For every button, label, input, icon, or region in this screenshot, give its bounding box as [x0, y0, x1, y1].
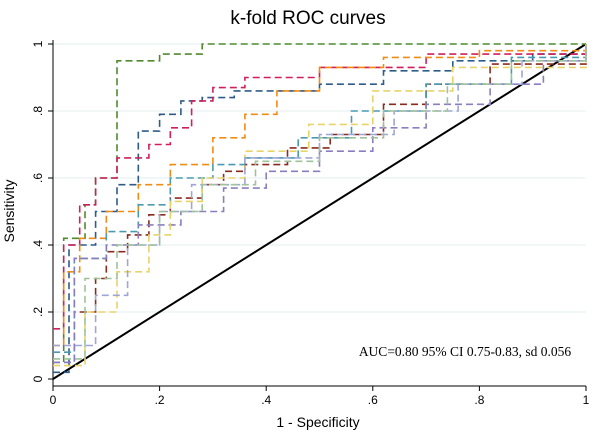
x-tick-label-5: 1 — [583, 393, 590, 407]
y-tick-label-0: 0 — [31, 375, 45, 382]
x-axis-label: 1 - Specificity — [276, 414, 359, 430]
reference-layer — [52, 43, 587, 380]
roc-curve-10 — [53, 44, 587, 360]
y-tick-label-5: 1 — [31, 40, 45, 47]
y-tick-label-2: .4 — [31, 240, 45, 250]
x-tick-label-0: 0 — [50, 393, 57, 407]
roc-curve-8 — [53, 44, 587, 367]
roc-curve-6 — [53, 44, 587, 353]
roc-curve-9 — [53, 44, 587, 347]
y-axis-label: Sensitivity — [1, 179, 17, 242]
series-layer — [53, 43, 587, 374]
x-tick-label-4: .8 — [474, 393, 484, 407]
x-tick-label-1: .2 — [155, 393, 165, 407]
y-tick-label-4: .8 — [31, 106, 45, 116]
roc-curve-4 — [53, 44, 587, 347]
x-tick-label-3: .6 — [368, 393, 378, 407]
auc-annotation: AUC=0.80 95% CI 0.75-0.83, sd 0.056 — [359, 344, 572, 359]
y-tick-label-1: .2 — [31, 307, 45, 317]
x-tick-label-2: .4 — [261, 393, 271, 407]
chart-title: k-fold ROC curves — [230, 8, 385, 29]
y-tick-label-3: .6 — [31, 173, 45, 183]
axes-layer: 0 .2 .4 .6 .8 1 0 .2 .4 .6 .8 1 — [31, 40, 590, 407]
reference-diagonal — [52, 43, 587, 380]
